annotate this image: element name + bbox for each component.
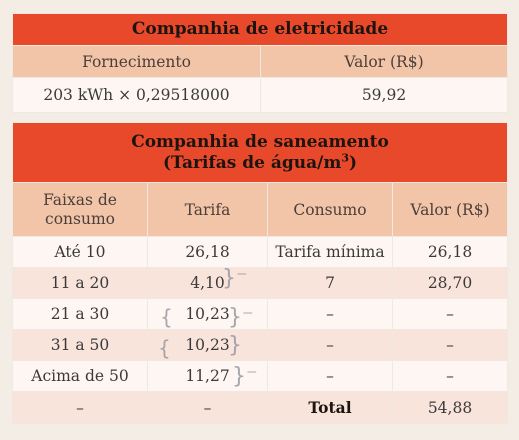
value-cell: – bbox=[392, 329, 508, 361]
range-cell: 21 a 30 bbox=[12, 298, 148, 330]
table-row: 11 a 20 4,10 7 28,70 bbox=[12, 267, 508, 299]
consumption-cell: – bbox=[267, 298, 393, 330]
range-cell: Até 10 bbox=[12, 236, 148, 268]
header-supply: Fornecimento bbox=[12, 45, 261, 78]
supply-value-cell: 59,92 bbox=[259, 77, 509, 113]
water-table: Companhia de saneamento (Tarifas de água… bbox=[12, 122, 508, 424]
table-row: Acima de 50 11,27 – – bbox=[12, 360, 508, 392]
total-label: Total bbox=[267, 391, 393, 424]
value-cell: 26,18 bbox=[392, 236, 508, 268]
supply-cell: 203 kWh × 0,29518000 bbox=[12, 77, 261, 113]
total-value: 54,88 bbox=[392, 391, 508, 424]
water-title-line1: Companhia de saneamento bbox=[131, 131, 389, 152]
electricity-title: Companhia de eletricidade bbox=[11, 13, 509, 46]
header-water-value: Valor (R$) bbox=[392, 182, 508, 237]
rate-cell: 10,23 bbox=[147, 329, 268, 361]
range-cell: Acima de 50 bbox=[12, 360, 148, 392]
header-range: Faixas de consumo bbox=[12, 182, 148, 237]
rate-cell: 11,27 bbox=[147, 360, 268, 392]
header-rate: Tarifa bbox=[147, 182, 268, 237]
header-consumption: Consumo bbox=[267, 182, 393, 237]
total-row: – – Total 54,88 bbox=[12, 391, 508, 424]
value-cell: – bbox=[392, 360, 508, 392]
consumption-cell: 7 bbox=[267, 267, 393, 299]
consumption-cell: – bbox=[267, 329, 393, 361]
value-cell: 28,70 bbox=[392, 267, 508, 299]
header-value: Valor (R$) bbox=[259, 45, 509, 78]
consumption-cell: – bbox=[267, 360, 393, 392]
water-title-line2: (Tarifas de água/m3) bbox=[162, 150, 358, 173]
range-cell: 31 a 50 bbox=[12, 329, 148, 361]
rate-cell: 26,18 bbox=[147, 236, 268, 268]
table-row: 31 a 50 10,23 – – bbox=[12, 329, 508, 361]
water-title: Companhia de saneamento (Tarifas de água… bbox=[12, 122, 508, 183]
table-row: 21 a 30 10,23 – – bbox=[12, 298, 508, 330]
rate-cell: 4,10 bbox=[147, 267, 268, 299]
table-row: Até 10 26,18 Tarifa mínima 26,18 bbox=[12, 236, 508, 268]
consumption-cell: Tarifa mínima bbox=[267, 236, 393, 268]
rate-cell: 10,23 bbox=[147, 298, 268, 330]
electricity-table: Companhia de eletricidade Fornecimento V… bbox=[11, 13, 509, 113]
rate-cell: – bbox=[147, 391, 268, 424]
range-cell: – bbox=[12, 391, 148, 424]
range-cell: 11 a 20 bbox=[12, 267, 148, 299]
value-cell: – bbox=[392, 298, 508, 330]
